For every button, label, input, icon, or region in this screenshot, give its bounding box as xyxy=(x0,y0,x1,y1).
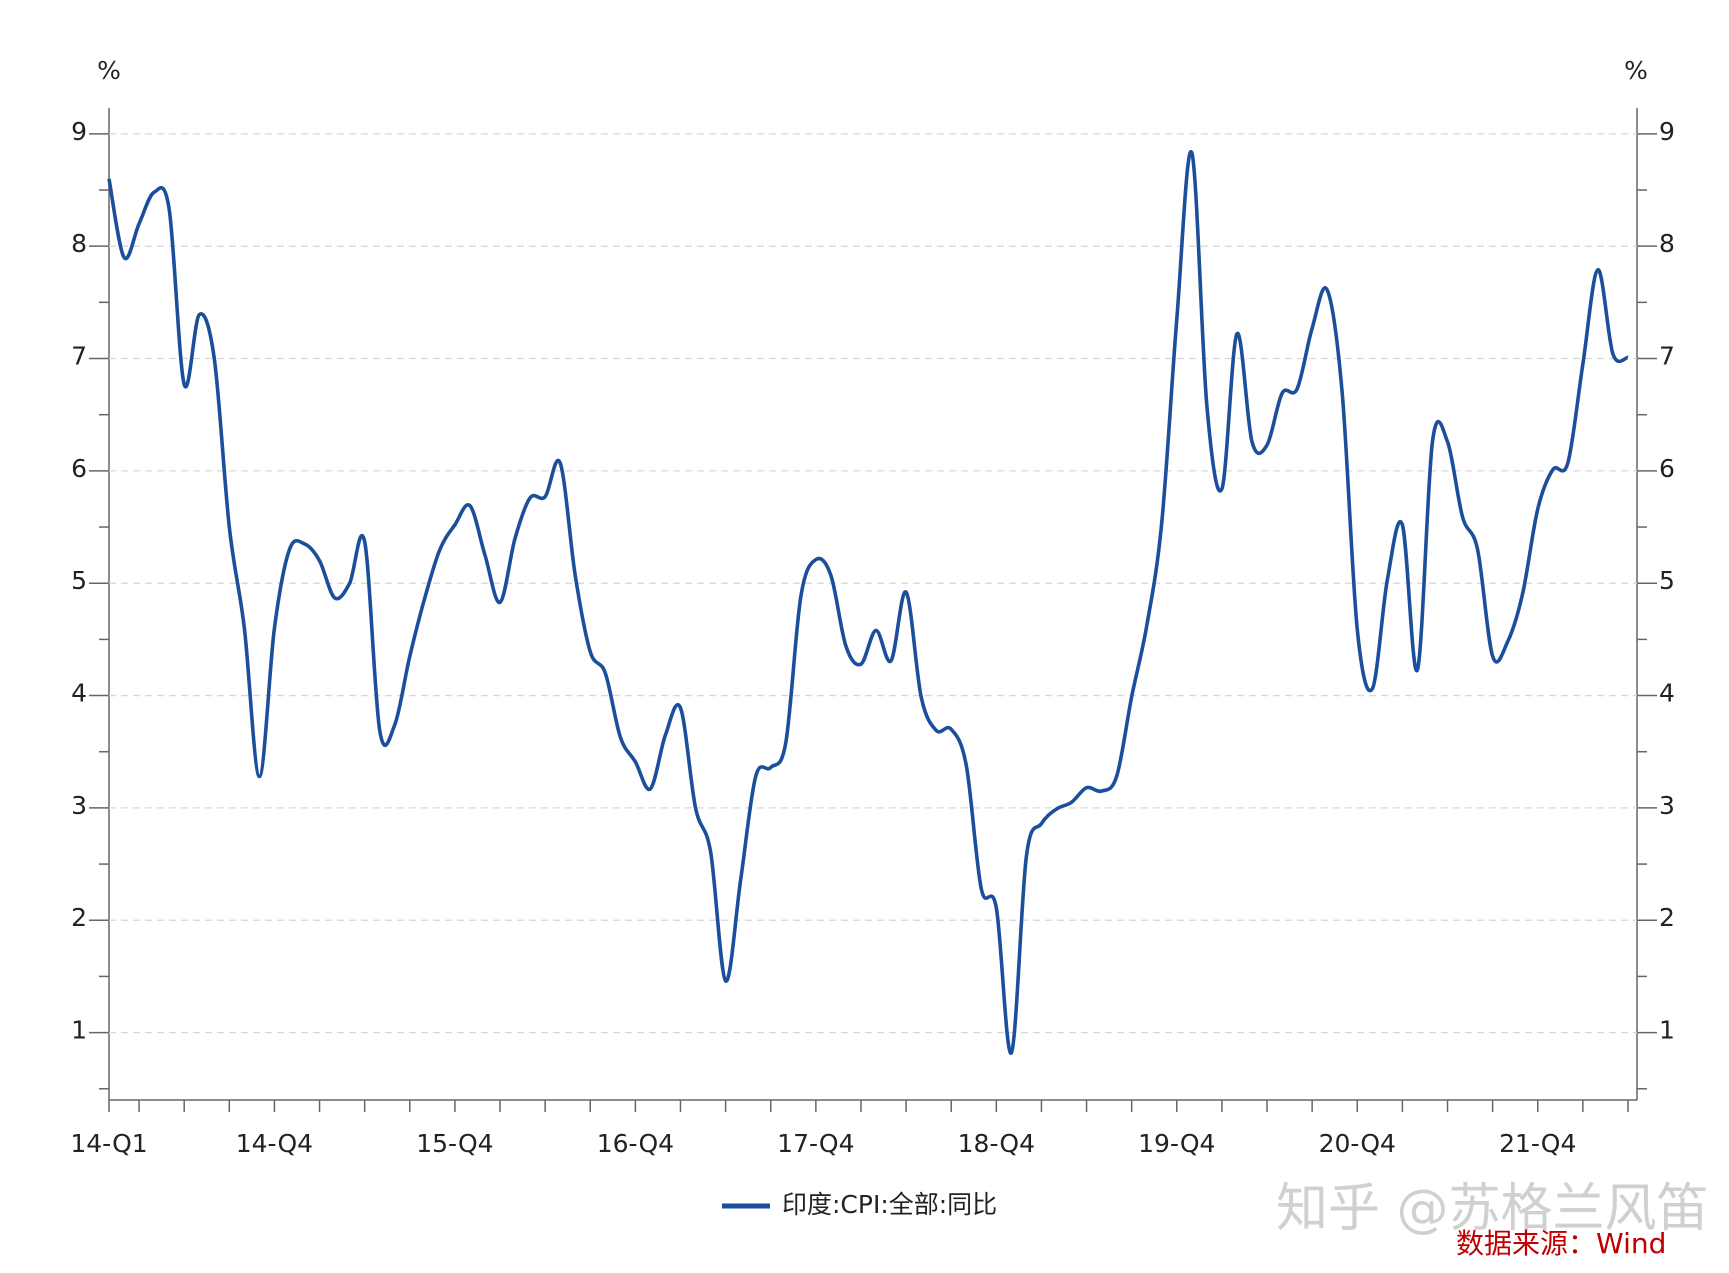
y-tick-label: 8 xyxy=(71,229,87,258)
y2-tick-label: 5 xyxy=(1659,566,1675,595)
y-tick-label: 7 xyxy=(71,342,87,371)
y-tick-label: 5 xyxy=(71,566,87,595)
y2-tick-label: 2 xyxy=(1659,903,1675,932)
y2-tick-label: 6 xyxy=(1659,454,1675,483)
y2-tick-label: 3 xyxy=(1659,791,1675,820)
legend-label: 印度:CPI:全部:同比 xyxy=(782,1190,997,1219)
y2-unit: % xyxy=(1624,56,1648,85)
x-tick-label: 20-Q4 xyxy=(1319,1129,1396,1158)
x-tick-label: 21-Q4 xyxy=(1499,1129,1576,1158)
y-tick-label: 2 xyxy=(71,903,87,932)
x-tick-label: 17-Q4 xyxy=(777,1129,854,1158)
y-tick-label: 1 xyxy=(71,1016,87,1045)
watermark: 知乎 @苏格兰风笛 xyxy=(1276,1179,1709,1239)
source-note: 数据来源：Wind xyxy=(1456,1227,1666,1260)
x-tick-label: 14-Q4 xyxy=(236,1129,313,1158)
y-tick-label: 4 xyxy=(71,679,87,708)
x-tick-label: 16-Q4 xyxy=(597,1129,674,1158)
y2-tick-label: 4 xyxy=(1659,679,1675,708)
y-tick-label: 3 xyxy=(71,791,87,820)
y2-tick-label: 9 xyxy=(1659,117,1675,146)
y-tick-label: 6 xyxy=(71,454,87,483)
y2-tick-label: 8 xyxy=(1659,229,1675,258)
y-tick-label: 9 xyxy=(71,117,87,146)
y2-tick-label: 7 xyxy=(1659,342,1675,371)
y-unit: % xyxy=(97,56,121,85)
x-tick-label: 15-Q4 xyxy=(416,1129,493,1158)
x-tick-label: 19-Q4 xyxy=(1138,1129,1215,1158)
series-line xyxy=(107,149,1629,1055)
x-tick-label: 14-Q1 xyxy=(70,1129,147,1158)
y2-tick-label: 1 xyxy=(1659,1016,1675,1045)
x-tick-label: 18-Q4 xyxy=(958,1129,1035,1158)
